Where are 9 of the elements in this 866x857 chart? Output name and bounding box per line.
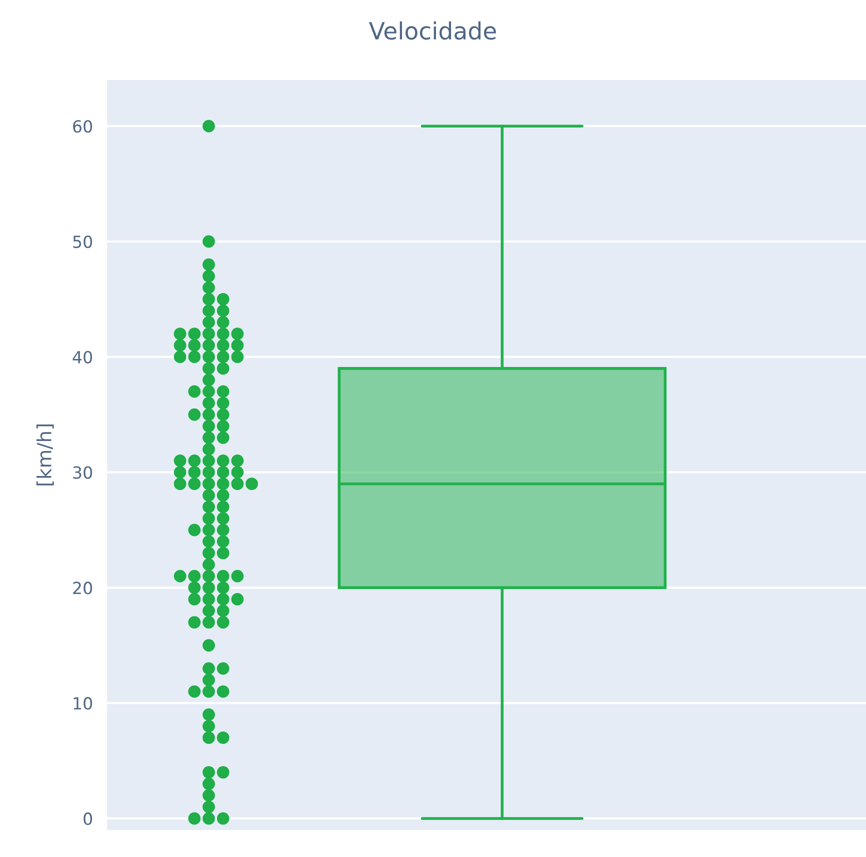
y-tick-label: 50: [73, 235, 92, 248]
y-axis-title: [km/h]: [36, 424, 54, 486]
y-tick-label: 60: [73, 120, 92, 133]
y-tick-label: 10: [74, 697, 92, 710]
y-tick-label: 30: [73, 466, 92, 479]
y-tick-label: 0: [84, 812, 92, 826]
chart-title: Velocidade: [368, 21, 496, 40]
y-tick-label: 20: [73, 582, 92, 594]
y-tick-label: 40: [72, 350, 92, 364]
